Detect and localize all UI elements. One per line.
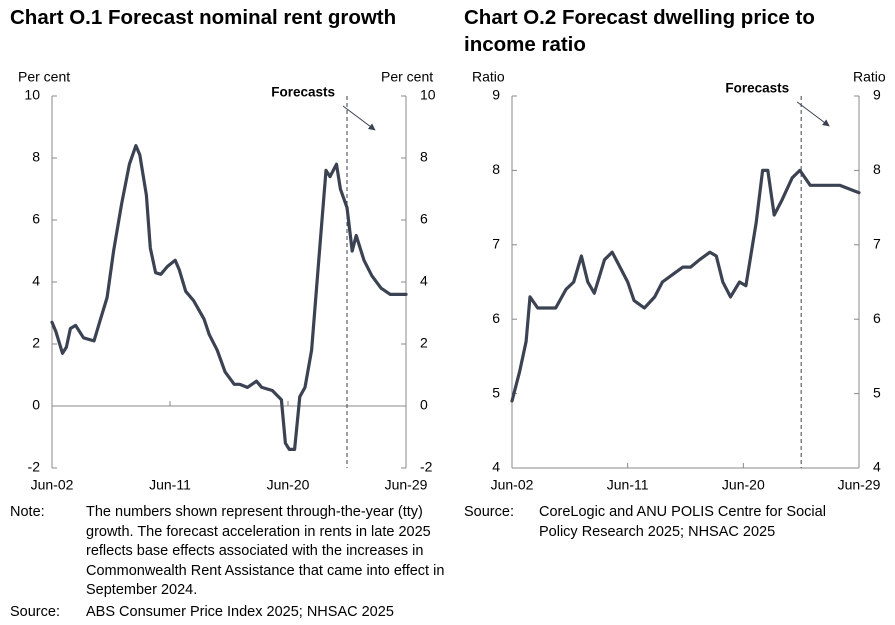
x-tick-label: Jun-11: [607, 477, 649, 493]
y2-axis-label: Per cent: [381, 69, 433, 85]
note-label: Source:: [464, 504, 514, 520]
y-tick-label: 4: [492, 459, 500, 475]
note-text: The numbers shown represent through-the-…: [86, 504, 445, 598]
y2-tick-label: 9: [873, 87, 881, 103]
y-tick-label: 7: [492, 236, 500, 252]
annotation: Forecasts: [271, 85, 335, 100]
y-tick-label: 2: [32, 335, 40, 351]
y2-tick-label: 6: [420, 211, 428, 227]
y2-tick-label: 6: [873, 310, 881, 326]
y2-tick-label: 4: [420, 273, 428, 289]
note-label: Note:: [10, 504, 45, 520]
y2-tick-label: 10: [420, 87, 436, 103]
y2-tick-label: 8: [873, 161, 881, 177]
note-label: Source:: [10, 604, 60, 620]
x-tick-label: Jun-02: [491, 477, 534, 493]
line-series: [510, 168, 861, 403]
y2-tick-label: 8: [420, 149, 428, 165]
x-tick-label: Jun-29: [838, 477, 881, 493]
note-text: ABS Consumer Price Index 2025; NHSAC 202…: [86, 604, 394, 620]
y2-tick-label: -2: [420, 459, 433, 475]
y-tick-label: 4: [32, 273, 40, 289]
y-tick-label: 5: [492, 384, 500, 400]
y-tick-label: 10: [24, 87, 40, 103]
y2-tick-label: 0: [420, 397, 428, 413]
y-tick-label: 9: [492, 87, 500, 103]
annotation-arrow: [796, 101, 830, 127]
x-tick-label: Jun-20: [267, 477, 310, 493]
y-axis-label: Ratio: [472, 69, 505, 85]
chart-title: Chart O.2 Forecast dwelling price to inc…: [464, 6, 815, 56]
chart-title: Chart O.1 Forecast nominal rent growth: [10, 6, 397, 29]
y-tick-label: 0: [32, 397, 40, 413]
x-tick-label: Jun-29: [385, 477, 428, 493]
y2-axis-label: Ratio: [853, 69, 886, 85]
y2-tick-label: 2: [420, 335, 428, 351]
x-tick-label: Jun-20: [722, 477, 765, 493]
note-text: CoreLogic and ANU POLIS Centre for Socia…: [539, 504, 826, 540]
x-tick-label: Jun-02: [31, 477, 74, 493]
y2-tick-label: 5: [873, 384, 881, 400]
x-tick-label: Jun-11: [149, 477, 191, 493]
charts: Per cent Per cent -2 0 2 4 6 8 10 -2 0 2 4 6 8 10 Jun-02…: [18, 69, 886, 493]
y-tick-label: 6: [32, 211, 40, 227]
line-series: [50, 144, 408, 451]
annotation: Forecasts: [725, 81, 789, 96]
annotation-arrow: [342, 105, 376, 131]
y2-tick-label: 7: [873, 236, 881, 252]
y-tick-label: 8: [492, 161, 500, 177]
y2-tick-label: 4: [873, 459, 881, 475]
y-tick-label: 6: [492, 310, 500, 326]
y-tick-label: 8: [32, 149, 40, 165]
y-tick-label: -2: [28, 459, 41, 475]
y-axis-label: Per cent: [18, 69, 70, 85]
